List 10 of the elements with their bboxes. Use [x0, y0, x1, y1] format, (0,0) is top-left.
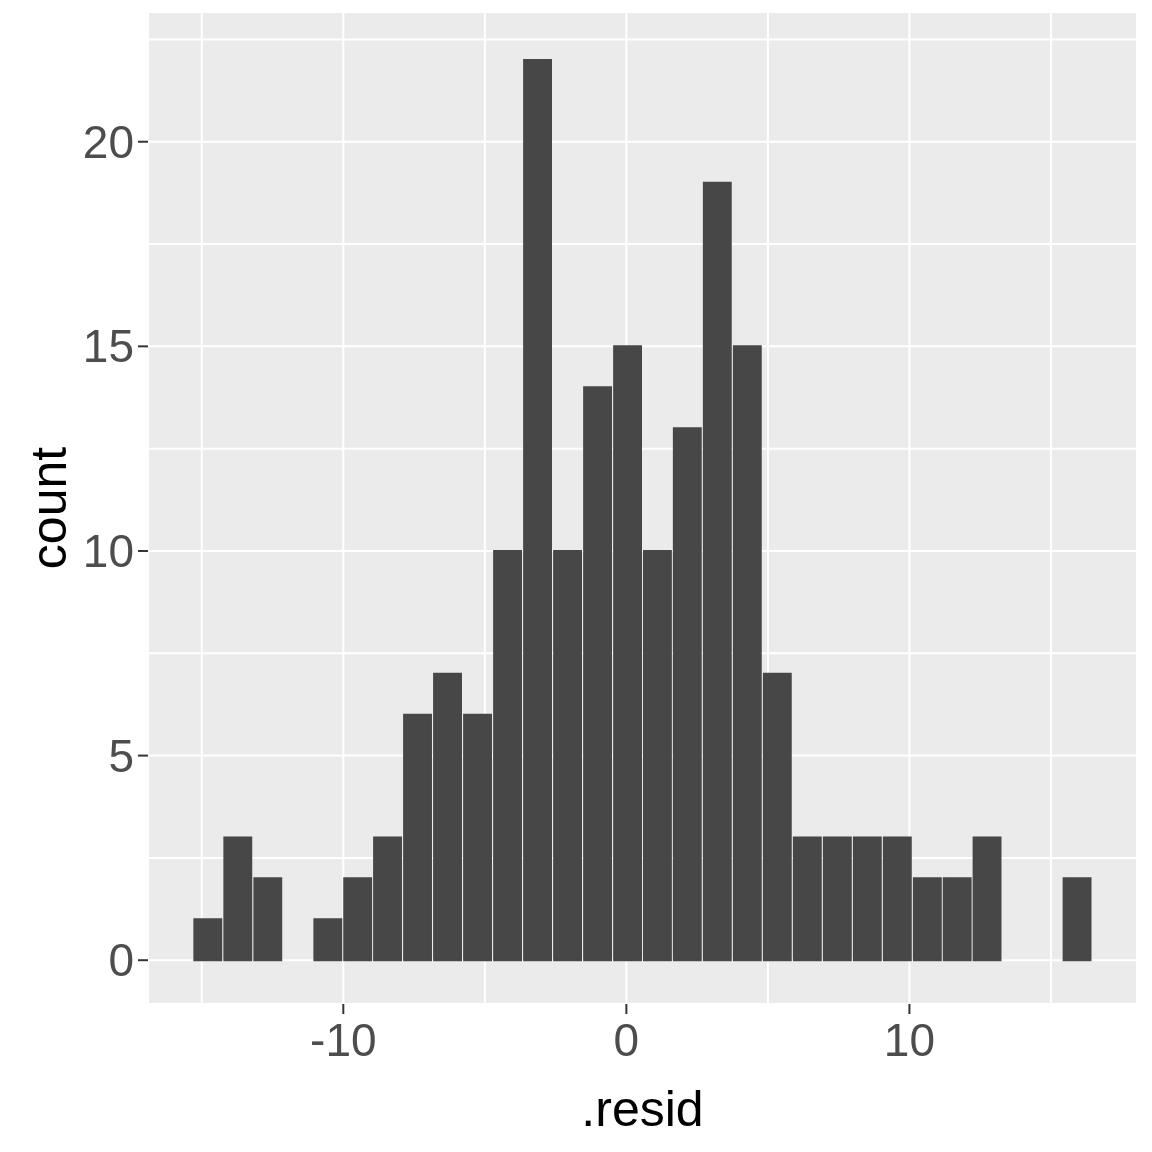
y-tick-label: 10 — [82, 524, 134, 577]
y-tick-label: 15 — [82, 320, 134, 373]
y-tick-label: 5 — [108, 729, 134, 782]
x-tick-label: -10 — [310, 1014, 377, 1066]
x-tick-label: 0 — [613, 1014, 640, 1066]
x-axis-title: .resid — [581, 1081, 704, 1137]
y-axis-title: count — [20, 446, 77, 570]
y-tick-label: 20 — [82, 115, 134, 168]
y-tick-label: 0 — [108, 934, 134, 987]
x-tick-label: 10 — [883, 1014, 936, 1066]
